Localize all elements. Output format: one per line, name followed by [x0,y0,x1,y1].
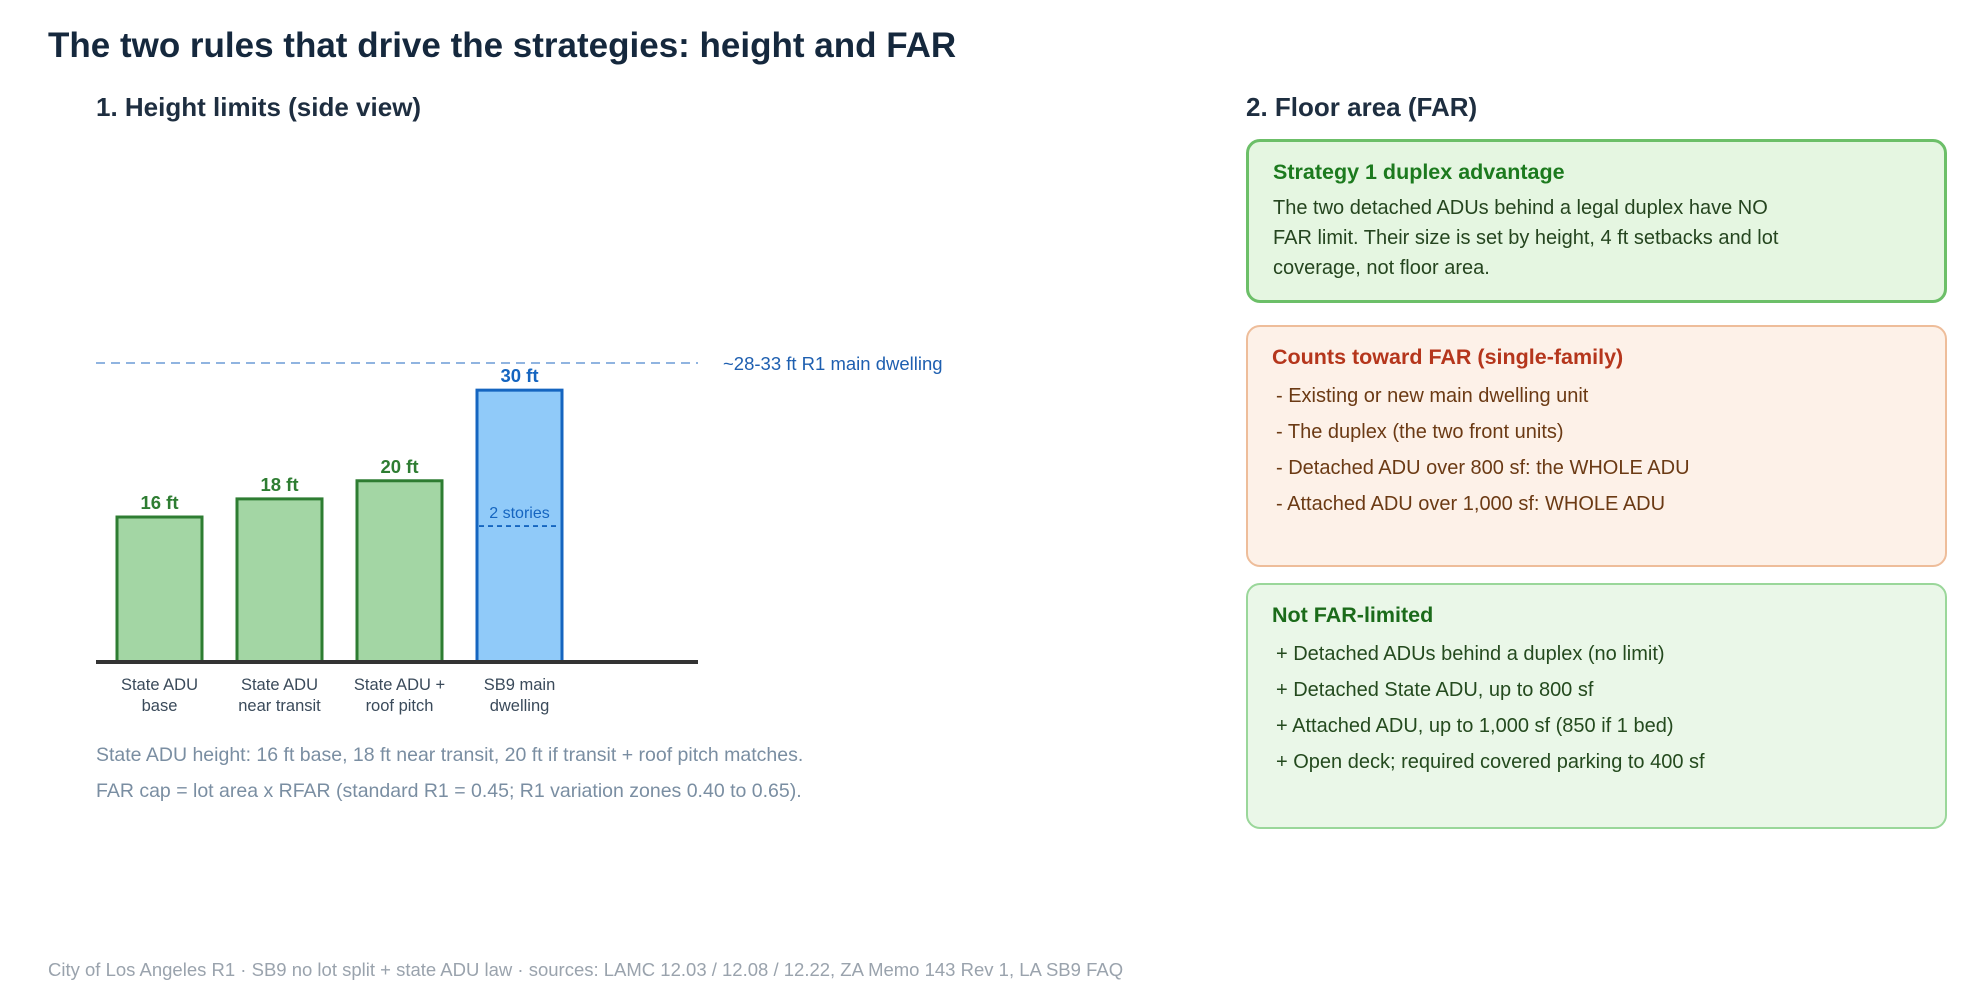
list-item: + Attached ADU, up to 1,000 sf (850 if 1… [1276,715,1674,737]
bar-value-label: 18 ft [260,474,298,495]
category-label: State ADU [121,676,198,694]
list-item: + Open deck; required covered parking to… [1276,751,1705,773]
list-item: - The duplex (the two front units) [1276,421,1564,443]
bar [235,497,324,664]
bar [355,479,444,664]
category-label: SB9 main [484,676,556,694]
category-label: roof pitch [366,697,434,715]
category-label: State ADU + [354,676,445,694]
height-section-title: 1. Height limits (side view) [96,92,422,122]
list-item: - Existing or new main dwelling unit [1276,385,1589,407]
footer-sources: City of Los Angeles R1 · SB9 no lot spli… [48,959,1124,980]
duplex-advantage-title: Strategy 1 duplex advantage [1273,160,1565,184]
page-title: The two rules that drive the strategies:… [48,26,957,65]
category-label: base [142,697,178,715]
far-cap-note: FAR cap = lot area x RFAR (standard R1 =… [96,780,802,802]
category-label: State ADU [241,676,318,694]
category-label: dwelling [490,697,550,715]
not-far-limited-box: Not FAR-limited + Detached ADUs behind a… [1246,583,1947,829]
stories-label: 2 stories [489,505,549,522]
list-item: - Attached ADU over 1,000 sf: WHOLE ADU [1276,493,1666,515]
category-label: near transit [238,697,321,715]
bar-value-label: 30 ft [500,365,538,386]
counts-toward-far-title: Counts toward FAR (single-family) [1272,345,1624,369]
bar-value-label: 16 ft [140,492,178,513]
bar [115,515,204,664]
list-item: + Detached State ADU, up to 800 sf [1276,679,1594,701]
height-note: State ADU height: 16 ft base, 18 ft near… [96,744,804,766]
duplex-advantage-box: Strategy 1 duplex advantage The two deta… [1246,139,1947,303]
bar-value-label: 20 ft [380,456,418,477]
counts-toward-far-box: Counts toward FAR (single-family) - Exis… [1246,325,1947,567]
list-item: + Detached ADUs behind a duplex (no limi… [1276,643,1665,665]
list-item: - Detached ADU over 800 sf: the WHOLE AD… [1276,457,1690,479]
not-far-limited-title: Not FAR-limited [1272,603,1434,627]
reference-line-label: ~28-33 ft R1 main dwelling [723,353,943,374]
duplex-advantage-body: The two detached ADUs behind a legal dup… [1273,197,1779,279]
far-section-title: 2. Floor area (FAR) [1246,92,1478,122]
